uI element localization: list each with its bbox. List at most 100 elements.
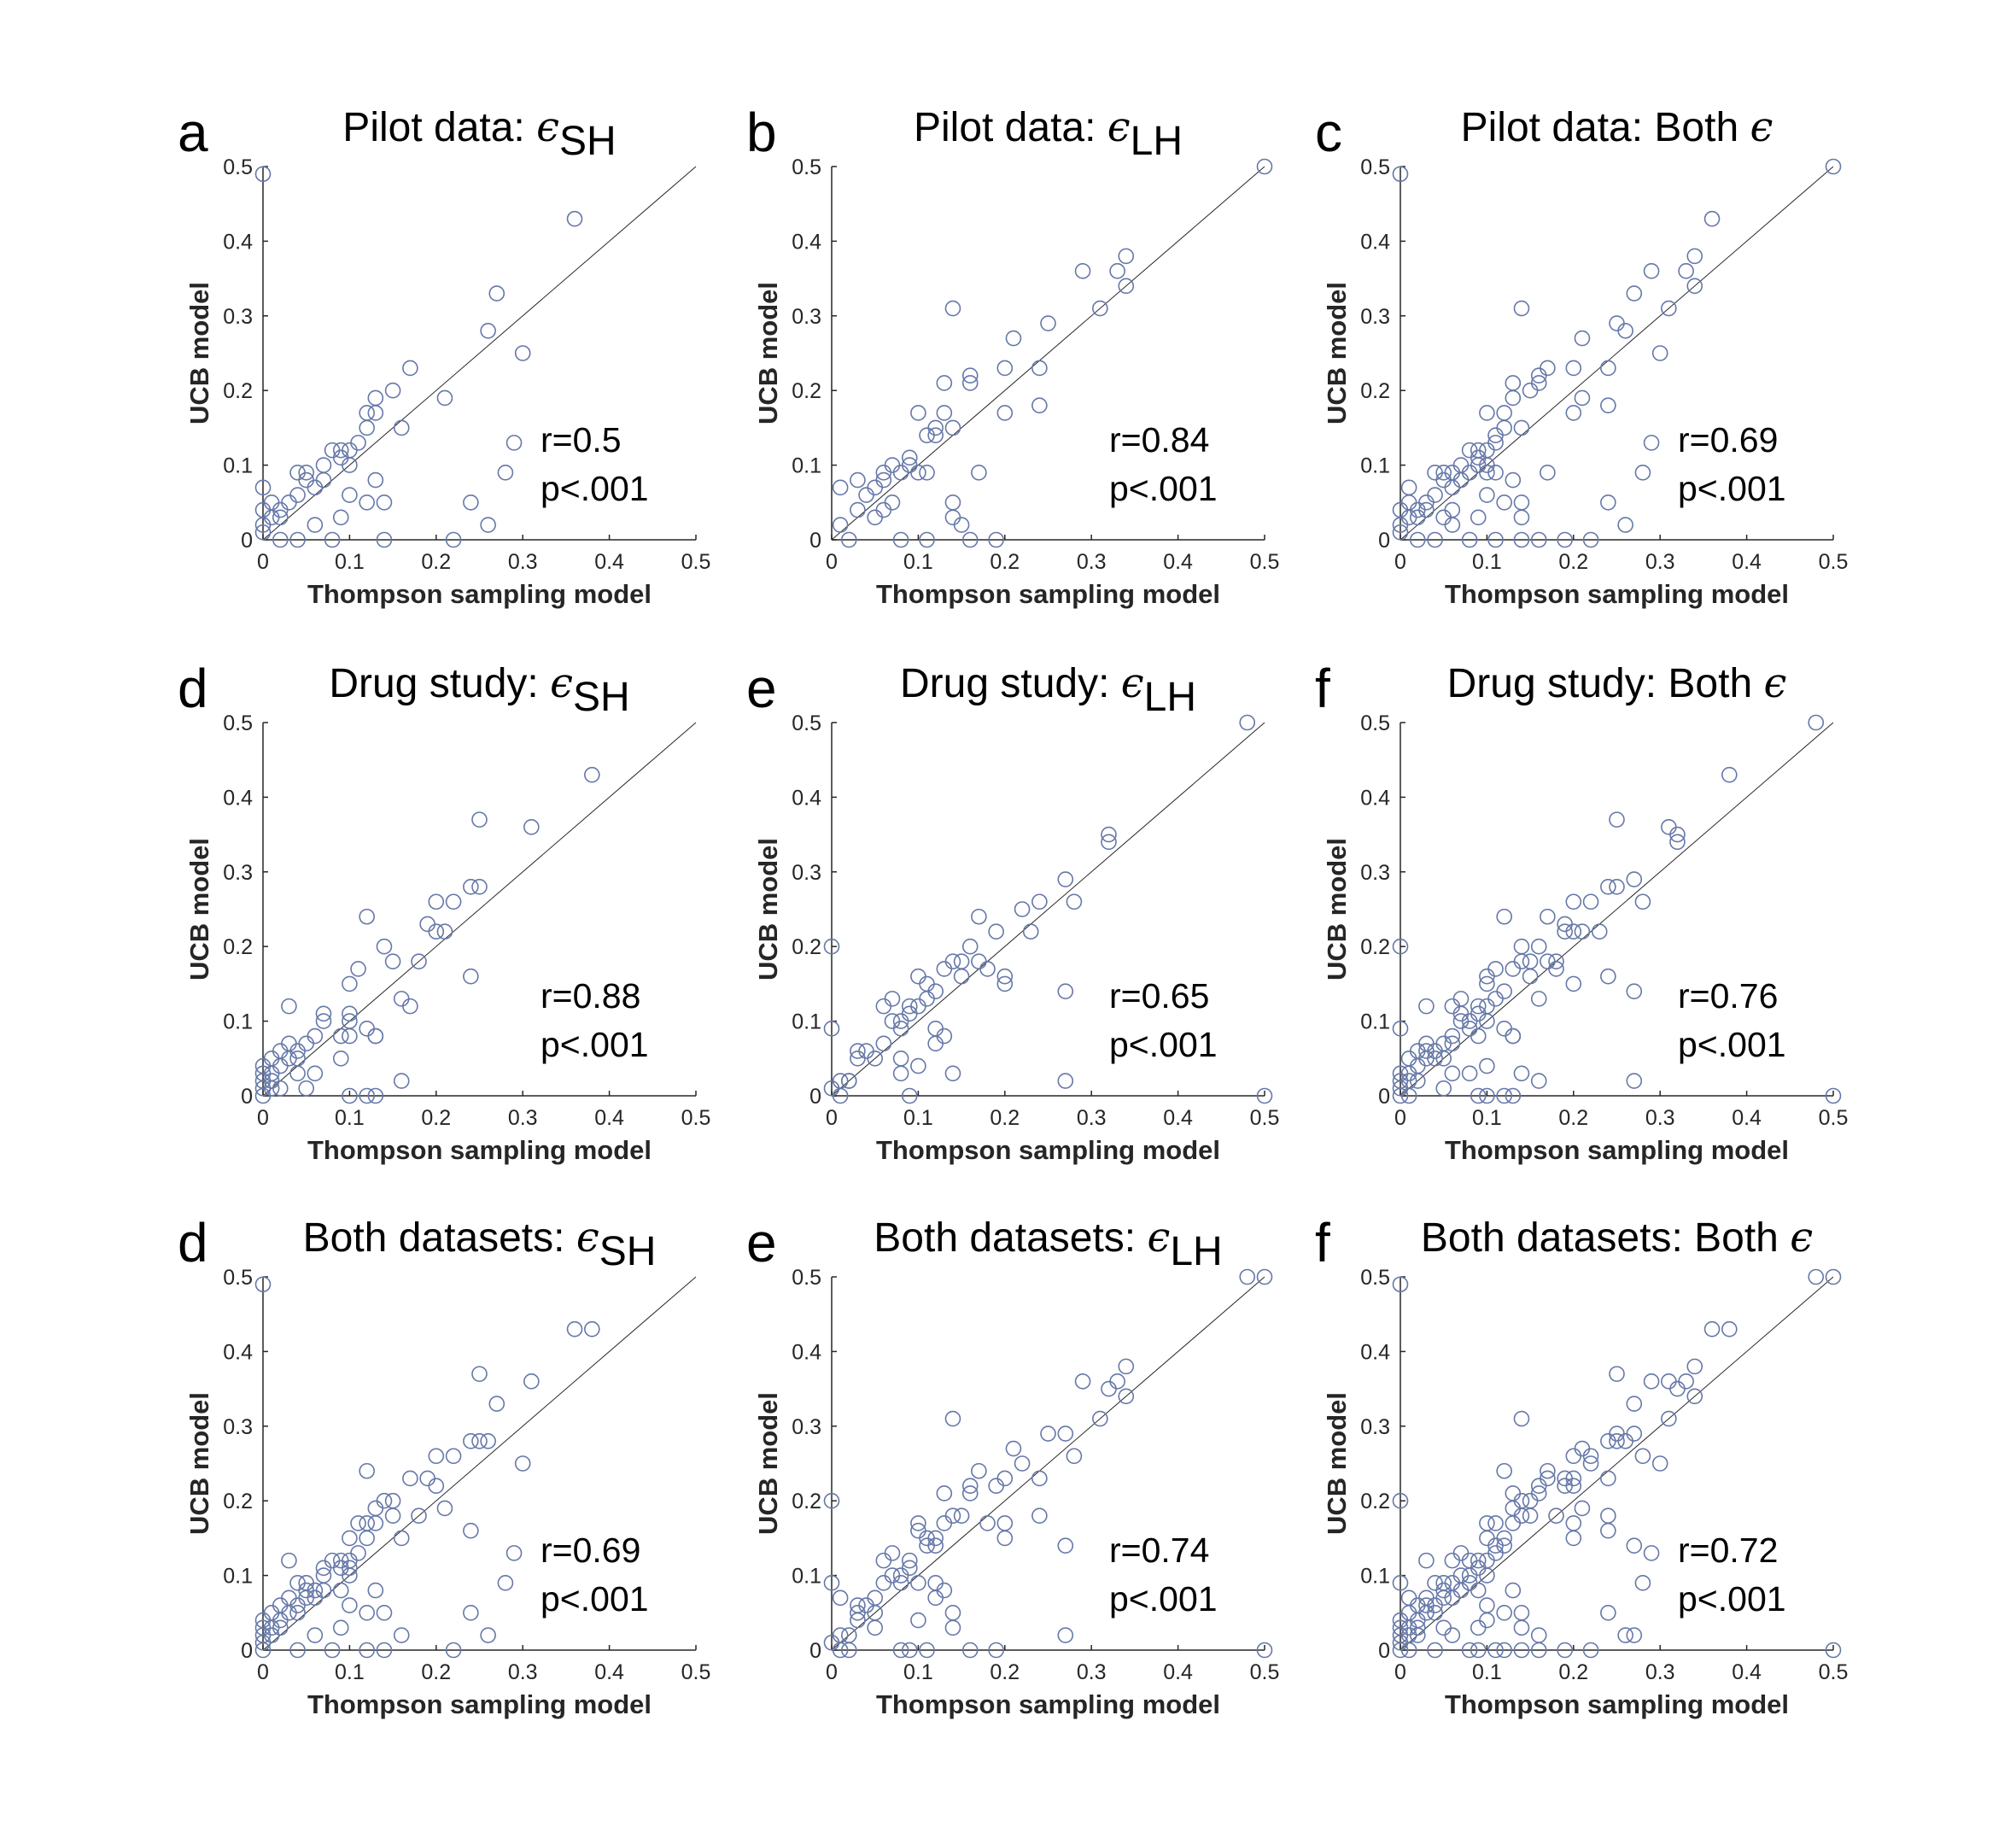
data-point xyxy=(1435,1051,1452,1067)
data-point xyxy=(1487,961,1504,977)
data-point xyxy=(1435,1035,1452,1052)
x-tick-label: 0.3 xyxy=(1077,1660,1107,1684)
data-point xyxy=(1600,1605,1616,1621)
x-tick-label: 0.5 xyxy=(1250,1106,1280,1130)
data-point xyxy=(332,1027,349,1045)
data-point xyxy=(254,166,272,183)
y-axis-label: UCB model xyxy=(184,1392,214,1535)
data-point xyxy=(927,1575,944,1591)
data-point xyxy=(1600,397,1616,413)
scatter-panel-1: a Pilot data: ϵSH 00 0.1 0.1 0.2 0.2 0.3 0.3 0.4 0… xyxy=(178,102,710,609)
data-point xyxy=(1256,1642,1273,1659)
data-point xyxy=(342,1567,358,1583)
data-point xyxy=(471,811,488,828)
x-tick-label: 0.1 xyxy=(903,1660,933,1684)
y-axis-label: UCB model xyxy=(753,838,783,981)
y-axis-label: UCB model xyxy=(1322,838,1352,981)
data-point xyxy=(1118,248,1135,265)
data-point xyxy=(384,1507,401,1524)
data-point xyxy=(272,1080,289,1097)
correlation-r: r=0.5 xyxy=(541,420,622,460)
data-point xyxy=(1435,1619,1452,1636)
epsilon-symbol: ϵ xyxy=(1121,659,1144,707)
scatter-panel-4: d Drug study: ϵSH 00 0.1 0.1 0.2 0.2 0.3 0.3 0.4 0… xyxy=(178,658,710,1165)
x-tick-label: 0.5 xyxy=(1250,550,1280,574)
data-point xyxy=(324,1552,341,1569)
y-tick-label: 0.2 xyxy=(1360,935,1390,959)
data-point xyxy=(281,1051,297,1067)
data-point xyxy=(892,1021,909,1037)
y-tick-label: 0 xyxy=(809,1085,821,1109)
data-point xyxy=(342,1560,358,1577)
x-tick-label: 0.5 xyxy=(1819,1660,1849,1684)
data-point xyxy=(445,1642,462,1659)
panel-title-text: Drug study: Both xyxy=(1447,661,1764,706)
data-point xyxy=(910,1515,926,1531)
data-point xyxy=(1040,315,1056,331)
data-point xyxy=(944,494,961,511)
data-point xyxy=(359,1087,375,1104)
x-axis-label: Thompson sampling model xyxy=(1445,1135,1789,1165)
data-point xyxy=(1487,991,1504,1007)
data-point xyxy=(307,1065,324,1082)
x-tick-label: 0.2 xyxy=(421,550,451,574)
epsilon-symbol: ϵ xyxy=(1147,1214,1170,1262)
panel-title-text: Both datasets: Both xyxy=(1421,1215,1790,1261)
data-point xyxy=(1505,1485,1522,1502)
scatter-panel-5: e Drug study: ϵLH 00 0.1 0.1 0.2 0.2 0.3 0.3 0.4 0… xyxy=(746,658,1279,1165)
p-value: p<.001 xyxy=(541,1025,649,1064)
p-value: p<.001 xyxy=(1678,469,1786,508)
panel-title-text: Pilot data: xyxy=(914,105,1107,150)
data-point xyxy=(1600,1470,1616,1487)
data-point xyxy=(1540,908,1556,925)
data-point xyxy=(832,479,849,496)
data-point xyxy=(832,1589,849,1607)
x-tick-label: 0.1 xyxy=(335,550,365,574)
data-point xyxy=(480,1432,496,1449)
panel-letter: f xyxy=(1315,658,1330,719)
data-point xyxy=(919,1642,935,1659)
data-point xyxy=(867,1589,883,1607)
data-point xyxy=(961,531,979,548)
data-point xyxy=(1626,1537,1643,1554)
data-point xyxy=(867,1605,883,1621)
panel-title: Drug study: ϵLH xyxy=(900,659,1196,720)
data-point xyxy=(1435,1589,1452,1607)
identity-line xyxy=(831,722,1265,1097)
data-point xyxy=(463,1432,479,1449)
y-tick-label: 0.2 xyxy=(223,1490,253,1513)
y-tick-label: 0.4 xyxy=(1360,1340,1390,1364)
data-point xyxy=(1825,1642,1842,1659)
scatter-panel-3: c Pilot data: Both ϵ 00 0.1 0.1 0.2 0.2 0.3 0.3 0… xyxy=(1315,102,1848,609)
data-point xyxy=(1496,1530,1512,1547)
data-point xyxy=(961,367,979,384)
data-point xyxy=(1505,375,1522,391)
data-point xyxy=(1418,1552,1435,1569)
data-point xyxy=(927,1537,944,1554)
data-point xyxy=(1513,1619,1530,1636)
data-point xyxy=(1005,330,1022,347)
data-point xyxy=(480,517,496,533)
data-point xyxy=(1513,1410,1530,1427)
data-point xyxy=(281,998,297,1015)
data-point xyxy=(367,471,384,489)
data-point xyxy=(1444,1589,1461,1607)
y-tick-label: 0.4 xyxy=(223,230,253,254)
data-point xyxy=(584,1320,600,1338)
x-axis-label: Thompson sampling model xyxy=(307,1135,652,1165)
data-point xyxy=(1427,1605,1443,1621)
data-point xyxy=(936,405,953,421)
data-point xyxy=(263,1051,280,1067)
y-tick-label: 0.1 xyxy=(792,1010,821,1034)
data-point xyxy=(919,975,935,992)
data-point xyxy=(1031,893,1048,910)
data-point xyxy=(1548,953,1564,969)
data-point xyxy=(892,1051,909,1067)
y-tick-label: 0.5 xyxy=(223,711,253,735)
data-point xyxy=(367,389,384,407)
x-tick-label: 0.5 xyxy=(1250,1660,1280,1684)
data-point xyxy=(884,1545,901,1561)
data-point xyxy=(1651,345,1668,361)
data-point xyxy=(315,457,332,473)
data-point xyxy=(884,457,901,473)
